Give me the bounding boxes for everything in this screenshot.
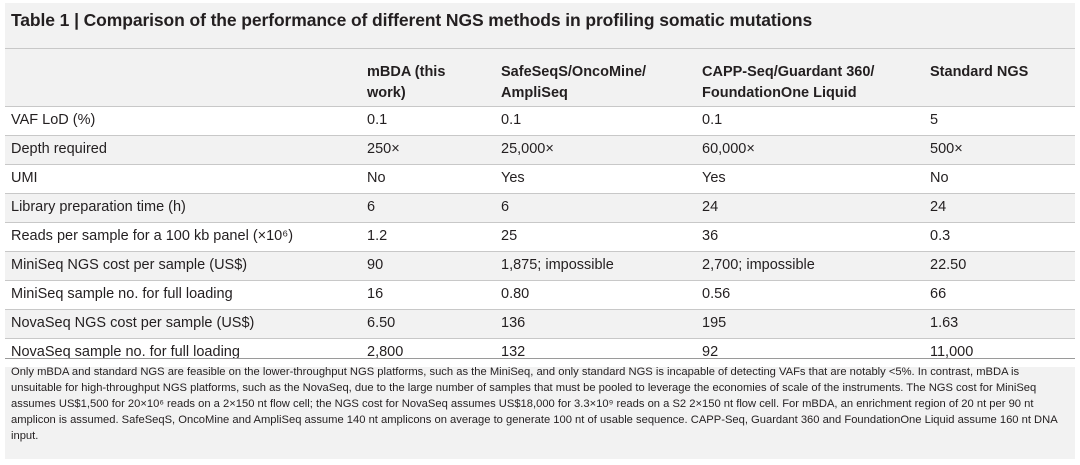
table-row: MiniSeq sample no. for full loading 16 0… [5,280,1075,309]
cell-safeseqs: 1,875; impossible [501,257,614,273]
cell-capp-seq: Yes [702,170,726,186]
row-label: MiniSeq NGS cost per sample (US$) [11,257,248,273]
header-mbda: mBDA (this work) [367,64,446,101]
cell-safeseqs: 0.80 [501,286,530,302]
cell-standard-ngs: 0.3 [930,228,951,244]
row-label: VAF LoD (%) [11,112,96,128]
table-bottom-rule [5,358,1075,359]
cell-mbda: No [367,170,386,186]
table-caption: Comparison of the performance of differe… [83,10,813,30]
row-label: Reads per sample for a 100 kb panel (×10… [11,228,294,244]
cell-safeseqs: 0.1 [501,112,522,128]
table-title: Table 1 | Comparison of the performance … [11,10,812,31]
row-label: Library preparation time (h) [11,199,186,215]
header-standard-ngs: Standard NGS [930,64,1029,80]
cell-capp-seq: 36 [702,228,719,244]
table-row: UMI No Yes Yes No [5,164,1075,193]
cell-standard-ngs: No [930,170,949,186]
cell-safeseqs: 25 [501,228,518,244]
cell-capp-seq: 0.56 [702,286,731,302]
header-capp-seq: CAPP-Seq/Guardant 360/ FoundationOne Liq… [702,64,875,101]
row-label: Depth required [11,141,107,157]
cell-standard-ngs: 22.50 [930,257,967,273]
cell-capp-seq: 60,000× [702,141,755,157]
cell-mbda: 250× [367,141,400,157]
cell-mbda: 0.1 [367,112,388,128]
table-number: Table 1 | [11,10,79,30]
cell-safeseqs: Yes [501,170,525,186]
cell-capp-seq: 0.1 [702,112,723,128]
cell-mbda: 6 [367,199,376,215]
cell-safeseqs: 6 [501,199,510,215]
cell-capp-seq: 195 [702,315,727,331]
cell-safeseqs: 25,000× [501,141,554,157]
cell-mbda: 2,800 [367,344,404,360]
table-body: VAF LoD (%) 0.1 0.1 0.1 5 Depth required… [5,106,1075,367]
row-label: NovaSeq sample no. for full loading [11,344,240,360]
row-label: NovaSeq NGS cost per sample (US$) [11,315,255,331]
cell-standard-ngs: 24 [930,199,947,215]
table-row: VAF LoD (%) 0.1 0.1 0.1 5 [5,106,1075,135]
table-header [5,49,1075,103]
cell-capp-seq: 2,700; impossible [702,257,815,273]
header-top-rule [5,48,1075,49]
row-label: UMI [11,170,38,186]
cell-standard-ngs: 5 [930,112,939,128]
table-row: NovaSeq sample no. for full loading 2,80… [5,338,1075,367]
header-safeseqs: SafeSeqS/OncoMine/ AmpliSeq [501,64,647,101]
table-row: Library preparation time (h) 6 6 24 24 [5,193,1075,222]
table-row: MiniSeq NGS cost per sample (US$) 90 1,8… [5,251,1075,280]
cell-mbda: 6.50 [367,315,396,331]
cell-safeseqs: 132 [501,344,526,360]
cell-capp-seq: 92 [702,344,719,360]
cell-standard-ngs: 66 [930,286,947,302]
cell-standard-ngs: 11,000 [930,344,974,360]
table-title-bar: Table 1 | Comparison of the performance … [5,3,1075,37]
row-label: MiniSeq sample no. for full loading [11,286,233,302]
cell-standard-ngs: 500× [930,141,963,157]
table-row: Depth required 250× 25,000× 60,000× 500× [5,135,1075,164]
cell-mbda: 90 [367,257,384,273]
table-row: NovaSeq NGS cost per sample (US$) 6.50 1… [5,309,1075,338]
table-frame: Table 1 | Comparison of the performance … [5,3,1075,459]
cell-mbda: 16 [367,286,384,302]
cell-safeseqs: 136 [501,315,526,331]
cell-capp-seq: 24 [702,199,719,215]
cell-mbda: 1.2 [367,228,388,244]
cell-standard-ngs: 1.63 [930,315,959,331]
table-footnote: Only mBDA and standard NGS are feasible … [11,366,1058,442]
table-row: Reads per sample for a 100 kb panel (×10… [5,222,1075,251]
